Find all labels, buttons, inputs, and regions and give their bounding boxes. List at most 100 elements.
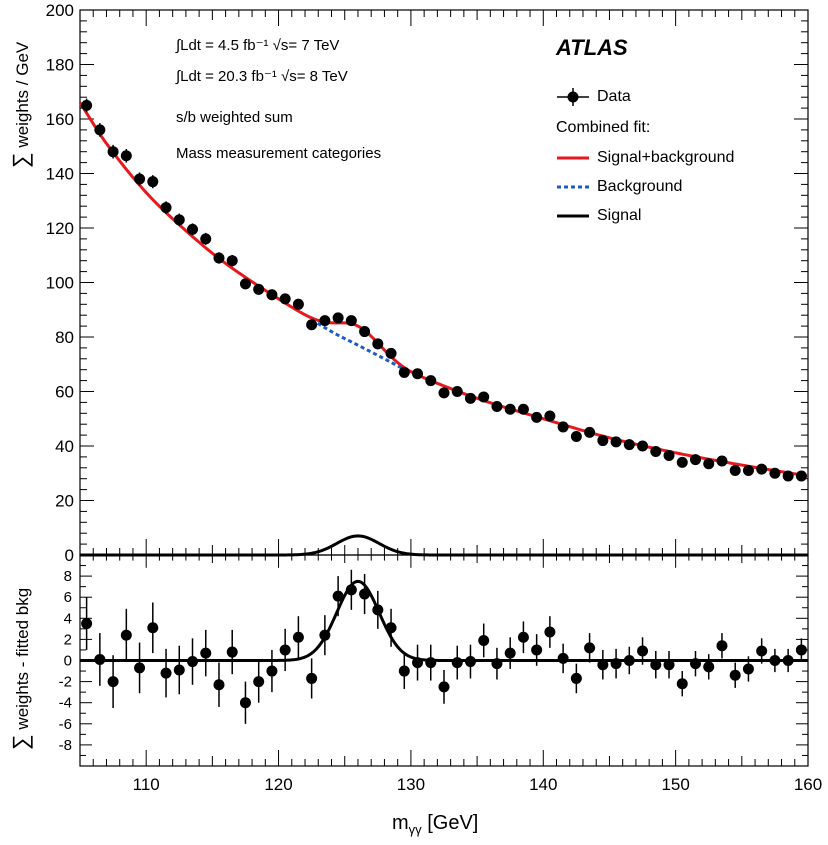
data-point bbox=[544, 410, 556, 422]
data-point bbox=[253, 283, 265, 295]
data-point bbox=[200, 233, 212, 245]
data-point bbox=[637, 440, 649, 452]
signal-residual-curve bbox=[80, 579, 808, 662]
x-axis-title: mγγ [GeV] bbox=[392, 812, 479, 837]
legend-data-label: Data bbox=[597, 88, 631, 105]
data-point bbox=[213, 252, 225, 264]
data-point bbox=[491, 658, 503, 670]
data-point bbox=[226, 646, 238, 658]
data-point bbox=[134, 662, 146, 674]
top-y-tick-label: 200 bbox=[46, 1, 74, 20]
legend-sb-label: Signal+background bbox=[597, 149, 735, 166]
data-point bbox=[81, 618, 93, 630]
data-point bbox=[531, 644, 543, 656]
data-point bbox=[637, 645, 649, 657]
top-y-tick-label: 180 bbox=[46, 56, 74, 75]
legend-data: Data bbox=[555, 87, 631, 107]
data-point bbox=[412, 368, 424, 380]
data-marker-icon bbox=[555, 87, 591, 107]
data-point bbox=[385, 622, 397, 634]
data-point bbox=[716, 640, 728, 652]
legend-background: Background bbox=[555, 177, 682, 197]
data-point bbox=[187, 223, 199, 235]
data-point bbox=[398, 366, 410, 378]
data-point bbox=[332, 312, 344, 324]
lumi-8tev-label: ∫Ldt = 20.3 fb⁻¹ √s= 8 TeV bbox=[176, 68, 348, 85]
data-point bbox=[239, 278, 251, 290]
data-point bbox=[795, 470, 807, 482]
data-point bbox=[689, 454, 701, 466]
top-y-tick-label: 120 bbox=[46, 219, 74, 238]
data-point bbox=[94, 124, 106, 136]
bottom-y-tick-label: 4 bbox=[64, 610, 72, 627]
data-point bbox=[557, 421, 569, 433]
data-point bbox=[464, 392, 476, 404]
data-point bbox=[769, 467, 781, 479]
data-point bbox=[306, 319, 318, 331]
top-y-tick-label: 100 bbox=[46, 274, 74, 293]
data-point bbox=[650, 659, 662, 671]
bottom-y-tick-label: 0 bbox=[64, 653, 72, 670]
x-tick-label: 160 bbox=[794, 775, 822, 794]
data-point bbox=[491, 400, 503, 412]
data-point bbox=[650, 445, 662, 457]
data-point bbox=[438, 681, 450, 693]
data-point bbox=[107, 676, 119, 688]
data-point bbox=[187, 656, 199, 668]
data-point bbox=[345, 315, 357, 327]
x-tick-label: 130 bbox=[397, 775, 425, 794]
bottom-y-tick-label: -4 bbox=[59, 695, 72, 712]
top-y-tick-label: 0 bbox=[65, 546, 74, 565]
data-point bbox=[597, 659, 609, 671]
data-point bbox=[782, 655, 794, 666]
data-point bbox=[663, 659, 675, 671]
data-point bbox=[729, 465, 741, 477]
data-point bbox=[689, 658, 701, 670]
data-point bbox=[398, 665, 410, 677]
bottom-y-tick-label: 6 bbox=[64, 589, 72, 606]
bottom-y-tick-label: 8 bbox=[64, 568, 72, 585]
top-y-tick-label: 140 bbox=[46, 165, 74, 184]
data-point bbox=[544, 626, 556, 638]
data-point bbox=[742, 663, 754, 675]
data-point bbox=[213, 679, 225, 691]
data-point bbox=[319, 315, 331, 327]
data-point bbox=[134, 173, 146, 185]
data-point bbox=[451, 386, 463, 397]
data-point bbox=[147, 622, 159, 634]
top-y-tick-label: 20 bbox=[55, 492, 74, 511]
data-point bbox=[756, 463, 768, 475]
data-point bbox=[120, 629, 132, 641]
data-point bbox=[425, 375, 437, 387]
legend-bkg-label: Background bbox=[597, 178, 683, 195]
blue-dashed-line-icon bbox=[555, 177, 591, 197]
data-point bbox=[359, 326, 371, 338]
data-point bbox=[610, 658, 622, 670]
data-point bbox=[703, 661, 715, 673]
data-point bbox=[451, 657, 463, 669]
data-point bbox=[319, 629, 331, 641]
lumi-7tev-label: ∫Ldt = 4.5 fb⁻¹ √s= 7 TeV bbox=[176, 37, 340, 54]
x-tick-label: 120 bbox=[264, 775, 292, 794]
top-axis-ticks: 0 20 40 60 80 100 120 140 160 180 200 bbox=[46, 1, 809, 565]
data-point bbox=[703, 458, 715, 470]
data-point bbox=[372, 604, 384, 616]
signal-curve bbox=[80, 534, 808, 557]
data-point bbox=[504, 403, 516, 415]
weighting-label: s/b weighted sum bbox=[176, 109, 293, 126]
data-point bbox=[292, 298, 304, 310]
data-point bbox=[279, 644, 291, 656]
data-point bbox=[279, 293, 291, 305]
data-point bbox=[359, 588, 371, 600]
data-point bbox=[531, 411, 543, 423]
bottom-data-points bbox=[81, 569, 807, 724]
data-point bbox=[769, 655, 781, 666]
data-point bbox=[570, 430, 582, 442]
top-data-points bbox=[81, 98, 807, 482]
data-point bbox=[173, 664, 185, 676]
data-point bbox=[173, 214, 185, 226]
bottom-y-tick-label: -2 bbox=[59, 674, 72, 691]
data-point bbox=[266, 289, 278, 301]
data-point bbox=[782, 470, 794, 482]
